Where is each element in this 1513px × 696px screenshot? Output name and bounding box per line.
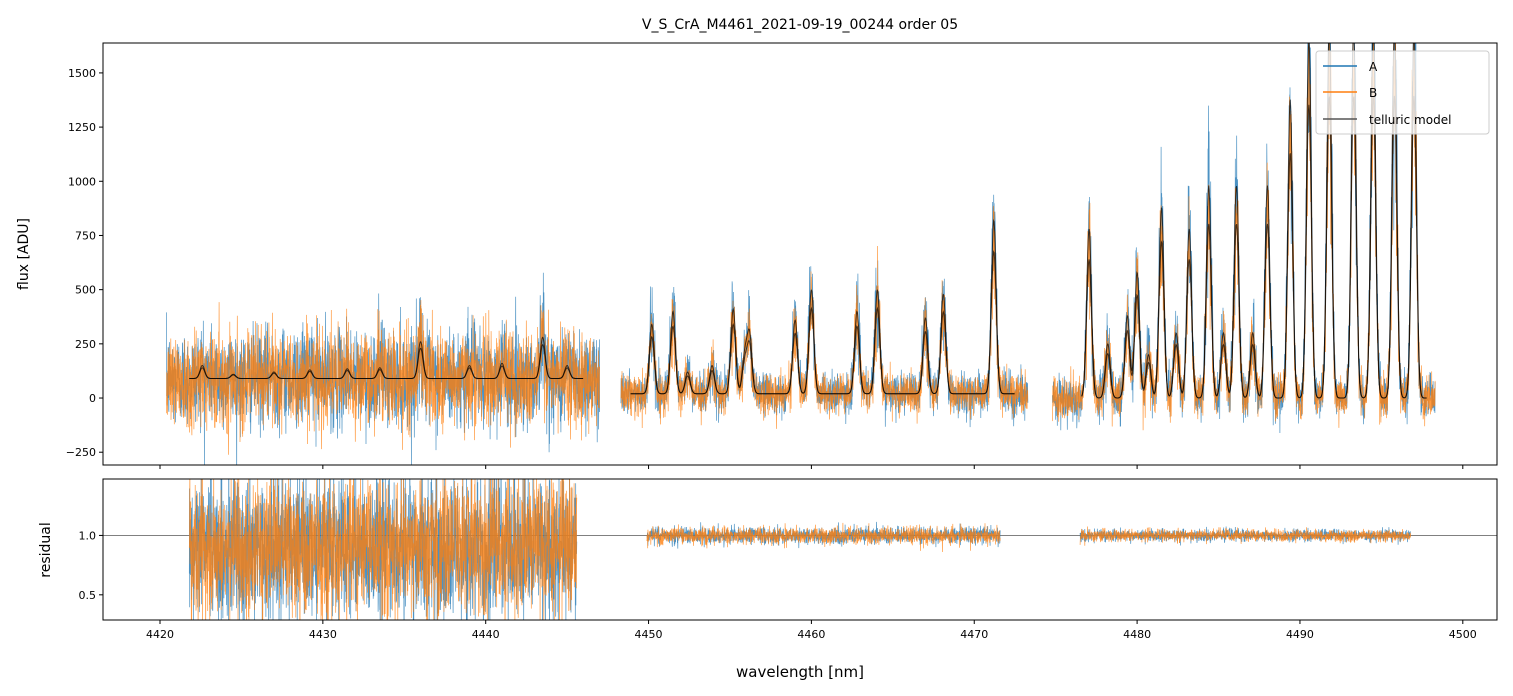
legend: A B telluric model — [1315, 50, 1490, 135]
legend-label-a: A — [1369, 60, 1378, 74]
telluric-model-line-segment-2 — [630, 250, 1015, 395]
flux-plot-area — [166, 43, 1436, 465]
legend-label-model: telluric model — [1369, 113, 1451, 127]
series-b-segment-1 — [166, 300, 600, 455]
x-axis-label: wavelength [nm] — [736, 663, 864, 681]
x-tick-label: 4490 — [1286, 628, 1314, 641]
y-tick-label: 500 — [75, 284, 96, 297]
telluric-model-line-segment-3 — [1081, 95, 1427, 399]
residual-plot-area — [103, 479, 1497, 620]
y-tick-label: 0 — [89, 392, 96, 405]
x-tick-label: 4480 — [1123, 628, 1151, 641]
y-tick-label: 250 — [75, 338, 96, 351]
chart-title: V_S_CrA_M4461_2021-09-19_00244 order 05 — [642, 17, 958, 33]
x-tick-label: 4440 — [472, 628, 500, 641]
y-tick-label: 1250 — [68, 121, 96, 134]
x-tick-label: 4450 — [635, 628, 663, 641]
residual-b-segment-1 — [188, 479, 578, 620]
y-axis-label-residual: residual — [38, 522, 54, 577]
telluric-model-line-segment-1 — [189, 344, 584, 379]
residual-b-segment-3 — [1079, 526, 1411, 546]
residual-y-tick-label: 1.0 — [79, 529, 97, 542]
x-tick-label: 4500 — [1449, 628, 1477, 641]
y-tick-label: 1000 — [68, 175, 96, 188]
x-tick-label: 4430 — [309, 628, 337, 641]
x-tick-label: 4470 — [960, 628, 988, 641]
x-tick-label: 4420 — [146, 628, 174, 641]
flux-axes-frame — [102, 42, 1498, 466]
residual-axes-frame — [102, 478, 1498, 621]
y-tick-label: 750 — [75, 229, 96, 242]
legend-label-b: B — [1369, 86, 1377, 100]
residual-b-segment-2 — [646, 522, 1001, 553]
series-b-segment-2 — [620, 205, 1029, 429]
y-tick-label: −250 — [66, 446, 96, 459]
residual-y-tick-label: 0.5 — [79, 589, 97, 602]
y-axis-label-flux: flux [ADU] — [16, 218, 32, 290]
x-tick-label: 4460 — [797, 628, 825, 641]
y-tick-label: 1500 — [68, 67, 96, 80]
